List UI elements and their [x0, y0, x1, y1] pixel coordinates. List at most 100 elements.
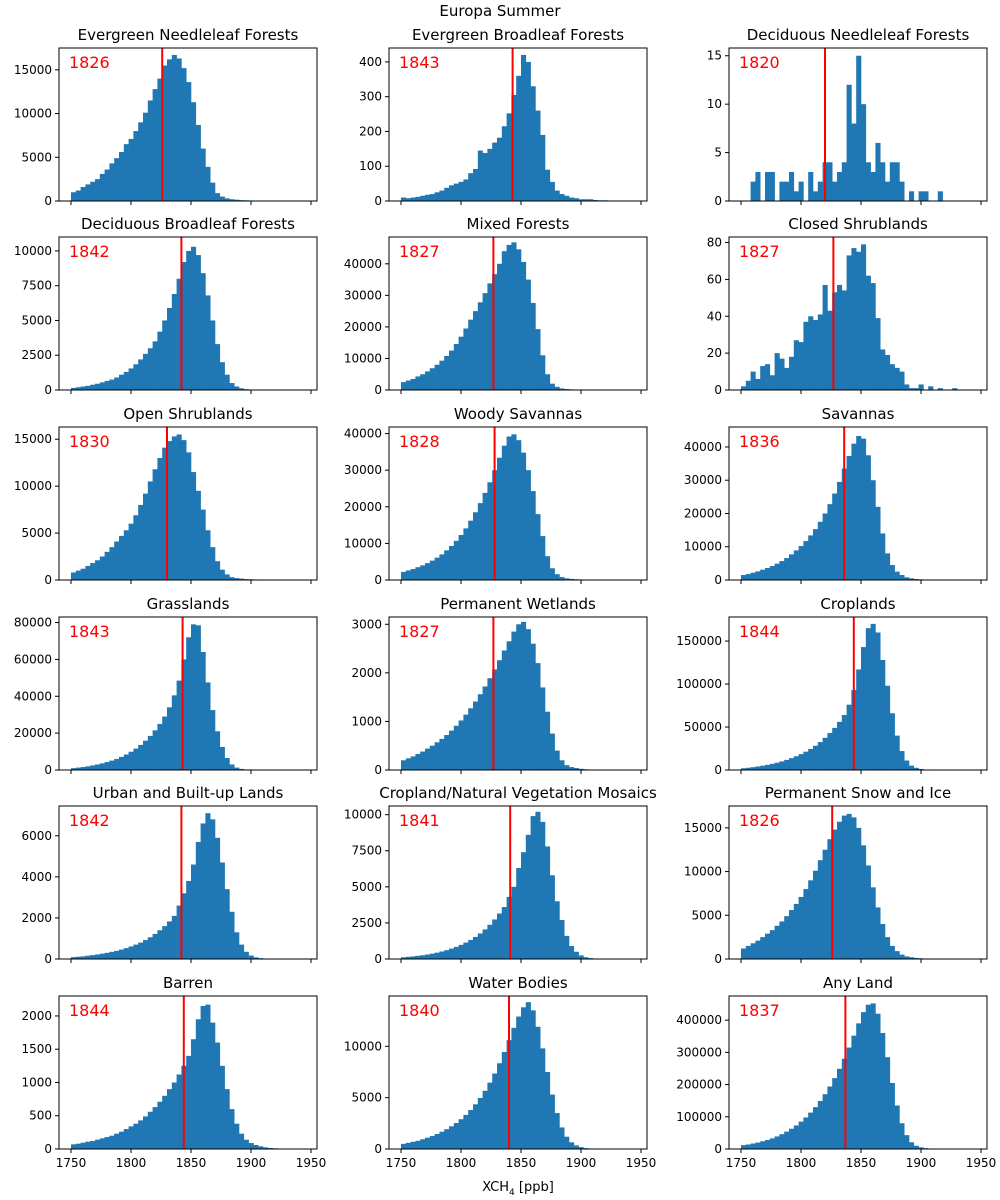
histogram-bar: [549, 875, 555, 959]
axes-frame: [728, 805, 988, 960]
histogram-bar: [147, 348, 153, 390]
axes-frame: [388, 47, 648, 202]
histogram-bar: [429, 953, 435, 959]
panel-title: Croplands: [820, 595, 895, 613]
histogram-bar: [904, 1135, 910, 1149]
histogram-bar: [545, 556, 551, 580]
histogram-bar: [128, 946, 134, 959]
histogram-bar: [525, 470, 531, 580]
panel: Permanent Snow and Ice 1826 0 5000 10000 1500…: [684, 784, 988, 966]
histogram-bar: [162, 65, 168, 202]
histogram-bar: [487, 148, 493, 201]
histogram-bar: [75, 570, 81, 580]
histogram-bar: [875, 506, 881, 580]
histogram-bar: [501, 1051, 507, 1149]
panel-title: Open Shrublands: [123, 405, 252, 423]
histogram-bar: [540, 687, 546, 770]
x-axis-label: XCH4 [ppb]: [482, 1180, 554, 1198]
histogram-bar: [885, 685, 891, 770]
x-tick-label: 1800: [446, 1156, 477, 1170]
histogram-bar: [449, 1126, 455, 1149]
histogram-bar: [482, 492, 488, 580]
histogram-bar: [215, 193, 221, 201]
histogram-bar: [813, 191, 819, 201]
histogram-bar: [219, 569, 225, 580]
histogram-bar: [229, 764, 235, 770]
histogram-bar: [468, 939, 474, 959]
histogram-bar: [90, 563, 96, 580]
histogram-bar: [80, 386, 86, 390]
histogram-bar: [215, 731, 221, 770]
histogram-bar: [473, 512, 479, 580]
histogram-bar: [195, 255, 201, 390]
histogram-bar: [429, 560, 435, 580]
histogram-bar: [453, 725, 459, 770]
histogram-bar: [85, 955, 91, 959]
histogram-bar: [803, 1117, 809, 1149]
histogram-bar: [793, 756, 799, 770]
histogram-bar: [511, 631, 517, 770]
histogram-bar: [918, 768, 924, 770]
histogram-bar: [516, 249, 522, 390]
histogram-bar: [104, 380, 110, 390]
histogram-bar: [817, 742, 823, 770]
median-label: 1827: [399, 622, 440, 641]
histogram-bar: [817, 860, 823, 959]
histogram-bar: [813, 319, 819, 390]
x-tick-label: 1950: [626, 1156, 657, 1170]
histogram-bar: [573, 768, 579, 770]
histogram-bar: [875, 907, 881, 959]
y-tick-label: 20000: [344, 500, 382, 514]
histogram-bar: [894, 735, 900, 770]
histogram-bar: [923, 191, 929, 201]
histogram-bar: [803, 889, 809, 959]
y-tick-label: 7500: [21, 279, 52, 293]
histogram-bar: [138, 744, 144, 770]
histogram-bar: [861, 438, 867, 580]
histogram-bar: [808, 535, 814, 580]
histogram-bar: [415, 753, 421, 770]
histogram-bar: [200, 823, 206, 959]
histogram-bar: [885, 181, 891, 201]
histogram-bar: [234, 578, 240, 580]
histogram-bar: [554, 190, 560, 201]
histogram-bar: [909, 957, 915, 959]
histogram-bar: [837, 821, 843, 959]
histogram-bar: [234, 386, 240, 390]
axes-frame: [388, 616, 648, 771]
histogram-bar: [865, 275, 871, 390]
histogram-bar: [803, 541, 809, 580]
y-tick-label: 1500: [21, 1042, 52, 1056]
histogram-bar: [171, 915, 177, 959]
histogram-bar: [750, 181, 756, 201]
y-tick-label: 40000: [344, 427, 382, 441]
histogram-bar: [205, 530, 211, 580]
y-tick-label: 30000: [344, 288, 382, 302]
histogram-bar: [832, 181, 838, 201]
y-tick-label: 0: [44, 763, 52, 777]
histogram-bar: [468, 319, 474, 390]
histogram-bar: [171, 54, 177, 201]
histogram-bar: [793, 1125, 799, 1149]
median-label: 1842: [69, 242, 110, 261]
histogram-bar: [813, 745, 819, 770]
panel: Mixed Forests 1827 0 10000 20000 30000 40000: [344, 215, 648, 397]
histogram-bar: [171, 294, 177, 390]
y-tick-label: 0: [714, 573, 722, 587]
panel-title: Permanent Snow and Ice: [765, 784, 951, 802]
histogram-bar: [143, 1116, 149, 1149]
y-tick-label: 10: [707, 97, 722, 111]
histogram-bar: [497, 137, 503, 201]
histogram-bar: [425, 371, 431, 390]
histogram-bar: [750, 1143, 756, 1149]
histogram-bar: [798, 754, 804, 770]
histogram-bar: [195, 1019, 201, 1149]
histogram-bar: [444, 187, 450, 201]
histogram-bar: [215, 344, 221, 390]
histogram-bar: [832, 1078, 838, 1149]
histogram-bar: [258, 1146, 264, 1149]
histogram-bar: [774, 1136, 780, 1149]
y-tick-label: 7500: [351, 844, 382, 858]
histogram-bar: [779, 181, 785, 201]
histogram-bar: [583, 957, 589, 959]
